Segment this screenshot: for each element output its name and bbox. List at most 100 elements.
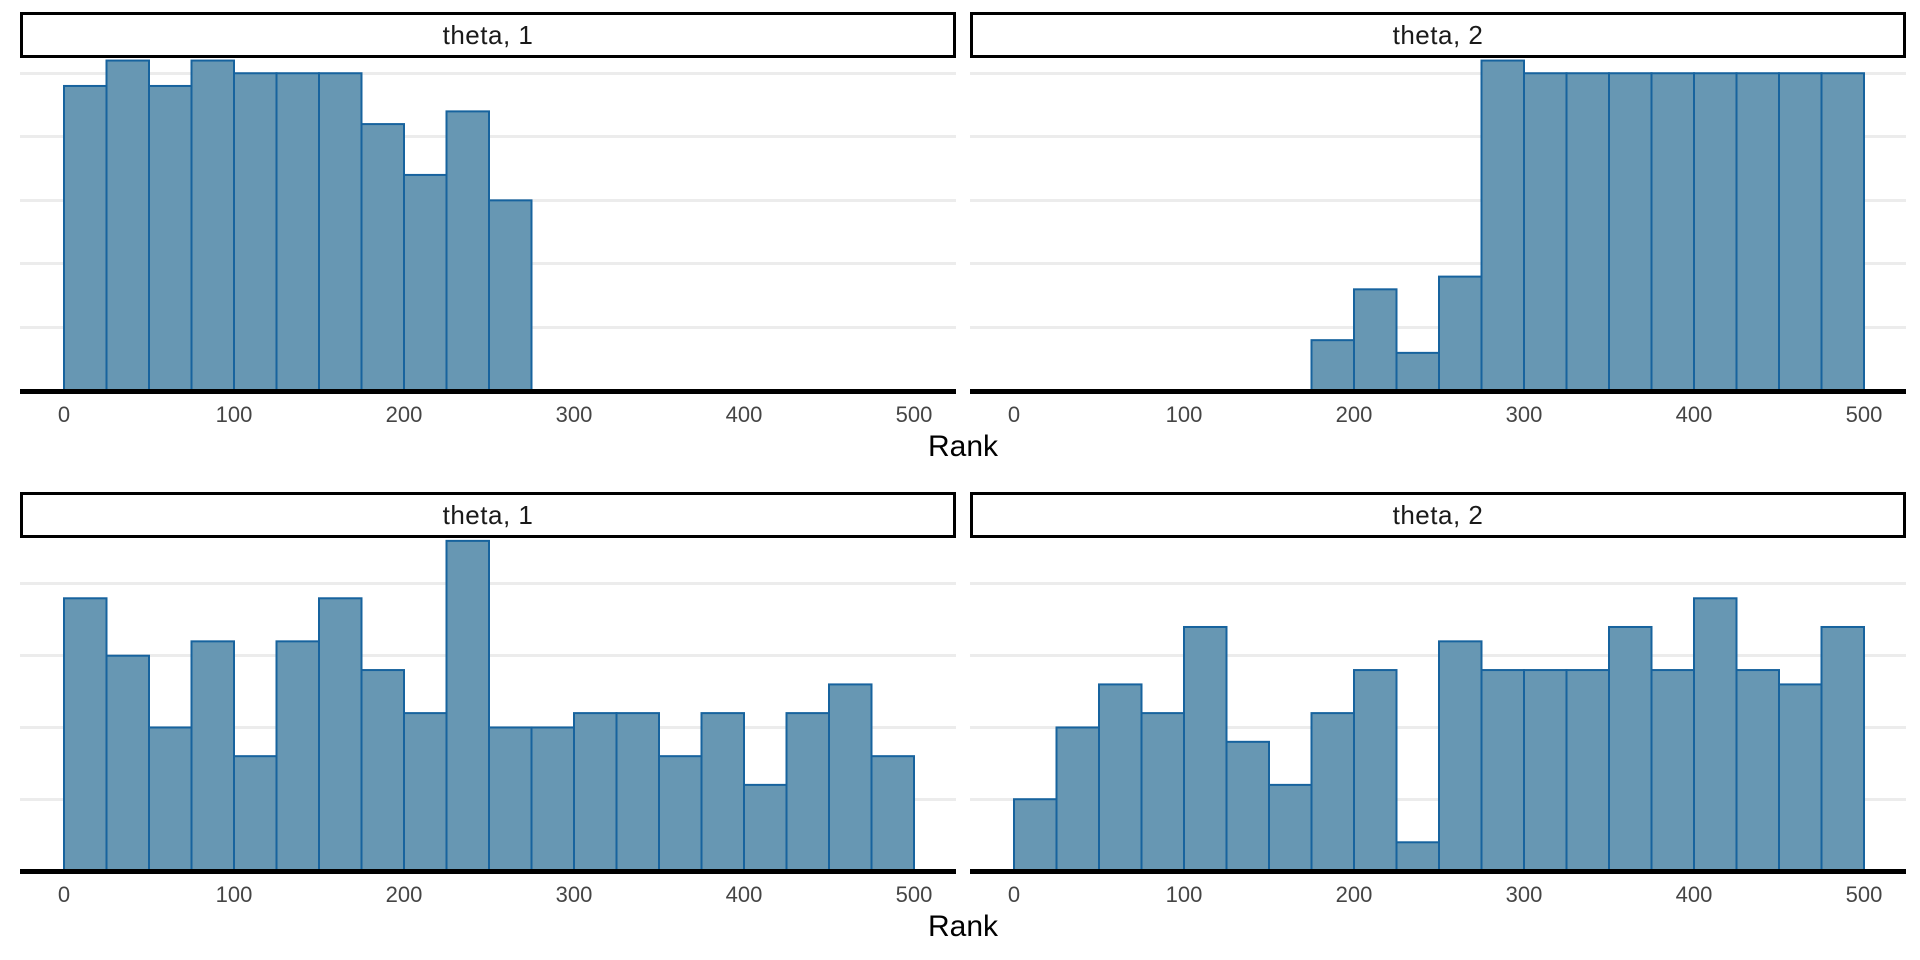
x-tick-label: 200 bbox=[385, 882, 423, 907]
gridline bbox=[970, 71, 1906, 75]
plot-area bbox=[970, 538, 1906, 871]
histogram-bar bbox=[403, 173, 448, 391]
histogram-bar bbox=[1055, 726, 1100, 871]
x-axis-line bbox=[970, 869, 1906, 874]
histogram-bar bbox=[1140, 712, 1185, 871]
gridline bbox=[970, 198, 1906, 202]
histogram-bar bbox=[1523, 669, 1568, 871]
x-tick-label: 200 bbox=[385, 402, 423, 427]
x-tick-label: 100 bbox=[1165, 402, 1203, 427]
histogram-bar bbox=[233, 755, 278, 871]
facet-strip-label: theta, 2 bbox=[1392, 499, 1484, 530]
facet-strip: theta, 2 bbox=[970, 12, 1906, 58]
x-axis-line bbox=[20, 389, 956, 394]
histogram-bar bbox=[318, 597, 363, 871]
histogram-bar bbox=[1650, 72, 1695, 391]
histogram-bar bbox=[360, 669, 405, 871]
histogram-bar bbox=[233, 72, 278, 391]
histogram-bar bbox=[1778, 72, 1823, 391]
histogram-bar bbox=[1693, 72, 1738, 391]
histogram-bar bbox=[1565, 72, 1610, 391]
x-tick-label: 400 bbox=[1675, 882, 1713, 907]
histogram-bar bbox=[1650, 669, 1695, 871]
histogram-bar bbox=[360, 123, 405, 391]
histogram-bar bbox=[1353, 669, 1398, 871]
histogram-bar bbox=[1523, 72, 1568, 391]
histogram-bar bbox=[148, 726, 193, 871]
facet-strip: theta, 1 bbox=[20, 492, 956, 538]
histogram-bar bbox=[700, 712, 745, 871]
x-tick-label: 400 bbox=[725, 402, 763, 427]
histogram-bars-layer bbox=[63, 59, 533, 391]
histogram-bar bbox=[615, 712, 660, 871]
facet-row1-theta-1: theta, 1 0 100 200 300 400 500 bbox=[20, 12, 956, 468]
histogram-bar bbox=[445, 110, 490, 391]
histogram-bar bbox=[190, 640, 235, 871]
histogram-bar bbox=[1778, 683, 1823, 871]
x-axis-ticks: 0 100 200 300 400 500 bbox=[970, 883, 1906, 907]
histogram-bar bbox=[190, 59, 235, 391]
x-tick-label: 400 bbox=[725, 882, 763, 907]
facet-strip: theta, 2 bbox=[970, 492, 1906, 538]
histogram-bar bbox=[445, 539, 490, 871]
plot-area bbox=[20, 58, 956, 391]
histogram-bar bbox=[828, 683, 873, 871]
histogram-bar bbox=[1480, 669, 1525, 871]
plot-area bbox=[20, 538, 956, 871]
histogram-bar bbox=[1353, 288, 1398, 391]
histogram-bar bbox=[573, 712, 618, 871]
x-tick-label: 0 bbox=[57, 402, 71, 427]
x-tick-label: 100 bbox=[215, 882, 253, 907]
histogram-bar bbox=[1480, 59, 1525, 391]
chart-row-2: theta, 1 0 100 200 300 400 500 theta, 2 0 100 2… bbox=[0, 480, 1920, 960]
histogram-bars-layer bbox=[1013, 597, 1865, 871]
histogram-bar bbox=[148, 84, 193, 391]
histogram-bar bbox=[658, 755, 703, 871]
x-axis-title: Rank bbox=[927, 430, 999, 463]
x-tick-label: 0 bbox=[1007, 882, 1021, 907]
histogram-bars-layer bbox=[63, 539, 915, 871]
x-tick-label: 500 bbox=[895, 882, 933, 907]
histogram-bar bbox=[870, 755, 915, 871]
x-axis-ticks: 0 100 200 300 400 500 bbox=[20, 403, 956, 427]
histogram-bar bbox=[1310, 712, 1355, 871]
x-tick-label: 500 bbox=[1845, 402, 1883, 427]
histogram-bar bbox=[1608, 625, 1653, 871]
gridline bbox=[970, 135, 1906, 139]
x-axis-line bbox=[970, 389, 1906, 394]
x-axis-title: Rank bbox=[927, 910, 999, 943]
histogram-bar bbox=[105, 59, 150, 391]
histogram-bar bbox=[1608, 72, 1653, 391]
x-tick-label: 500 bbox=[1845, 882, 1883, 907]
histogram-bar bbox=[1013, 798, 1058, 871]
x-tick-label: 0 bbox=[1007, 402, 1021, 427]
histogram-bar bbox=[488, 726, 533, 871]
x-axis-ticks: 0 100 200 300 400 500 bbox=[970, 403, 1906, 427]
histogram-bar bbox=[105, 654, 150, 871]
x-tick-label: 200 bbox=[1335, 402, 1373, 427]
chart-row-1: theta, 1 0 100 200 300 400 500 theta, 2 0 100 2… bbox=[20, 12, 1906, 468]
histogram-bar bbox=[1395, 841, 1440, 871]
histogram-bar bbox=[1438, 275, 1483, 391]
histogram-bar bbox=[488, 199, 533, 391]
facet-row1-theta-2: theta, 2 0 100 200 300 400 500 bbox=[970, 12, 1906, 468]
histogram-bars-layer bbox=[1310, 59, 1865, 391]
gridline bbox=[970, 582, 1906, 586]
gridline bbox=[20, 71, 956, 75]
histogram-bar bbox=[785, 712, 830, 871]
x-tick-label: 400 bbox=[1675, 402, 1713, 427]
x-tick-label: 500 bbox=[895, 402, 933, 427]
histogram-bar bbox=[63, 84, 108, 391]
histogram-bar bbox=[1268, 783, 1313, 871]
x-tick-label: 0 bbox=[57, 882, 71, 907]
histogram-bar bbox=[1225, 740, 1270, 871]
x-tick-label: 100 bbox=[1165, 882, 1203, 907]
x-axis-line bbox=[20, 869, 956, 874]
histogram-bar bbox=[530, 726, 575, 871]
facet-row2-theta-2: theta, 2 0 100 200 300 400 500 bbox=[970, 492, 1906, 948]
histogram-bar bbox=[1310, 339, 1355, 391]
histogram-bar bbox=[743, 783, 788, 871]
gridline bbox=[970, 262, 1906, 266]
histogram-bar bbox=[403, 712, 448, 871]
